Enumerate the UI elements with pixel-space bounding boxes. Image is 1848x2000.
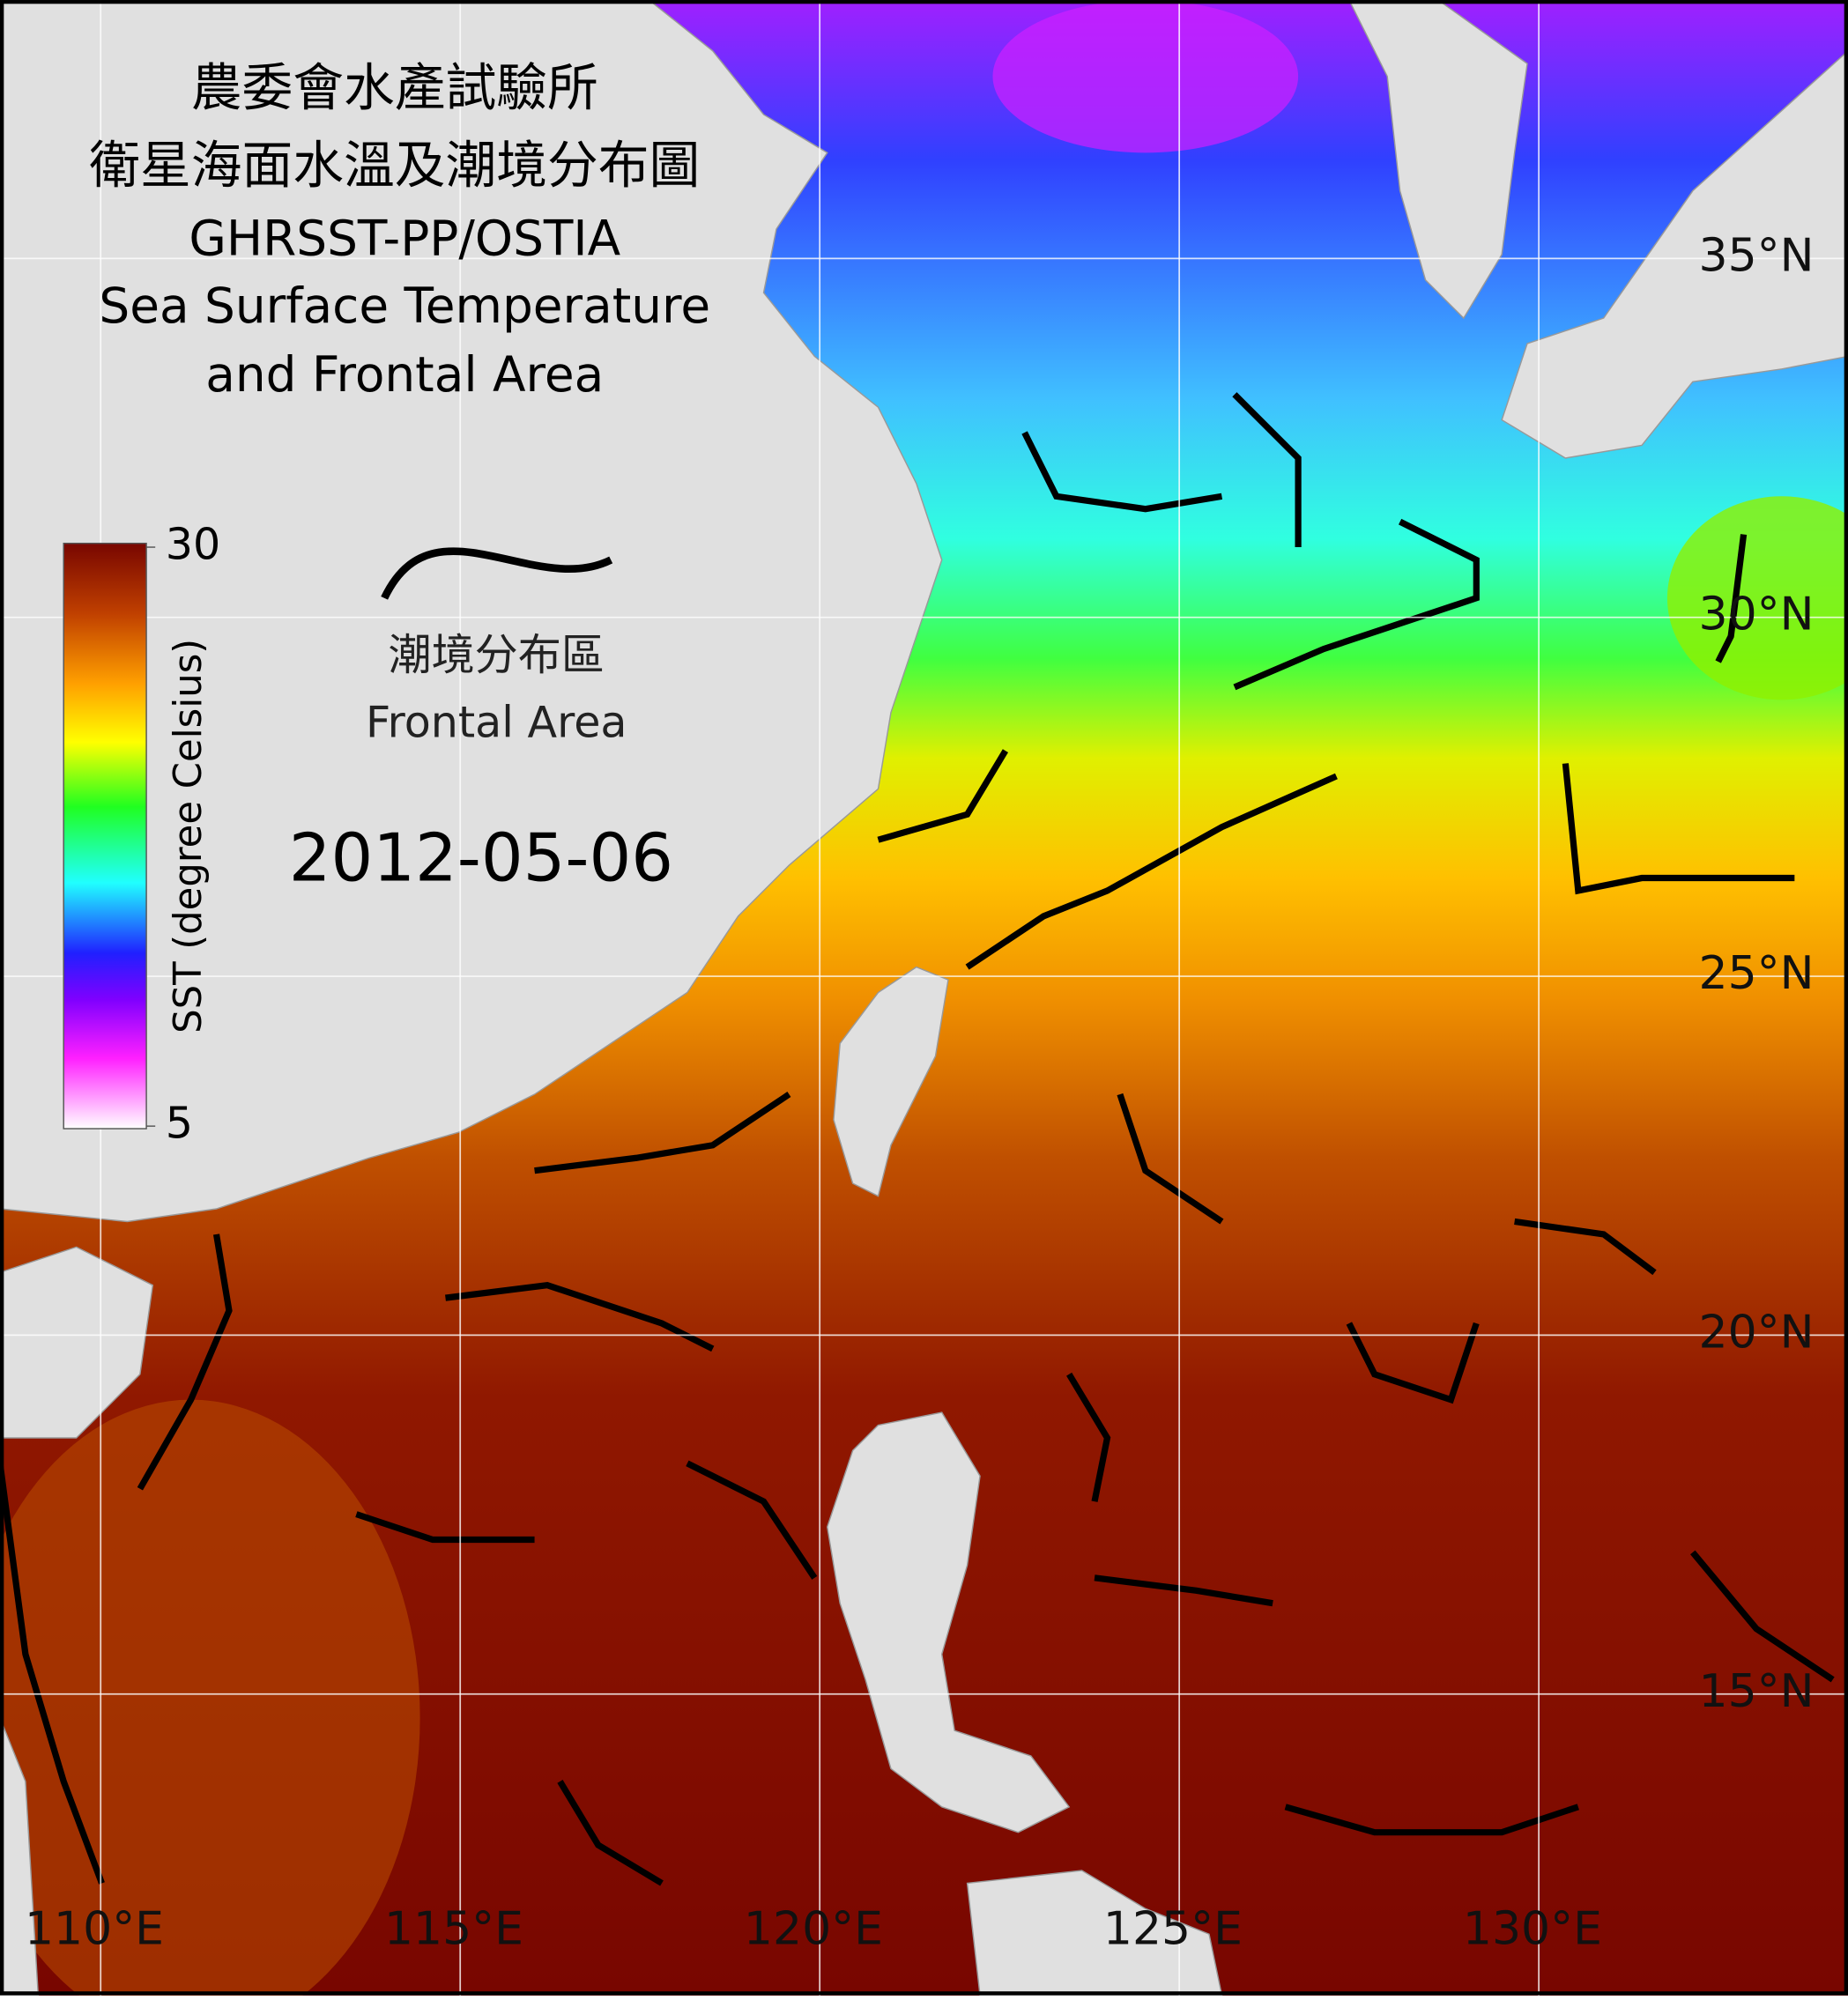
korea [1348,0,1528,320]
x-tick-label: 115°E [384,1902,523,1955]
y-tick-label: 35°N [1699,229,1815,282]
legend-label: 潮境分布區 [389,629,605,680]
legend-symbol [381,547,613,600]
x-tick-label: 130°E [1463,1902,1602,1955]
title-line: and Frontal Area [205,346,604,403]
legend-label: Frontal Area [366,697,627,748]
front [1562,763,1795,895]
luzon [826,1411,1071,1833]
front [355,1511,535,1544]
y-tick-label: 20°N [1699,1306,1815,1359]
front [877,749,1009,843]
colorbar-label: SST (degree Celsius) [167,639,211,1033]
china-coast [0,0,943,1223]
x-tick-label: 110°E [25,1902,164,1955]
y-tick-label: 25°N [1699,947,1815,1000]
x-tick-label: 120°E [744,1902,883,1955]
date: 2012-05-06 [289,819,673,897]
colorbar-ticks: 5 30 [146,519,220,1149]
front [445,1281,715,1352]
front [965,773,1338,970]
colorbar-tick-label: 5 [166,1098,193,1149]
title-line: 農委會水產試驗所 [191,58,598,118]
front [686,1460,818,1580]
front [557,1780,664,1886]
warm-eddy [1666,496,1848,700]
front [1284,1804,1579,1836]
front [1514,1218,1657,1276]
cold-pool [992,0,1299,153]
front [1346,1322,1480,1404]
frontal-lines [0,392,1835,1886]
front [1066,1372,1111,1502]
front [1232,392,1302,548]
hainan [0,1246,154,1439]
colorbar-tick-label: 30 [166,519,220,570]
front [1690,1550,1835,1683]
japan [1501,49,1848,459]
x-tick-label: 125°E [1103,1902,1243,1955]
title-line: 衛星海面水溫及潮境分布圖 [89,136,700,196]
front [1094,1574,1273,1607]
front [137,1233,233,1491]
colorbar [63,542,147,1130]
y-tick-label: 15°N [1699,1665,1815,1718]
front [1117,1093,1224,1225]
front [0,1463,105,1885]
title-block: 農委會水產試驗所 衛星海面水溫及潮境分布圖 GHRSST-PP/OSTIA Se… [89,58,710,403]
taiwan [833,966,949,1197]
front [534,1092,791,1174]
front [1233,518,1480,691]
front [1021,431,1223,513]
front [1715,534,1748,663]
title-line: GHRSST-PP/OSTIA [189,211,620,267]
y-tick-label: 30°N [1699,589,1815,641]
warm-region [0,1399,420,2000]
title-line: Sea Surface Temperature [99,278,710,334]
